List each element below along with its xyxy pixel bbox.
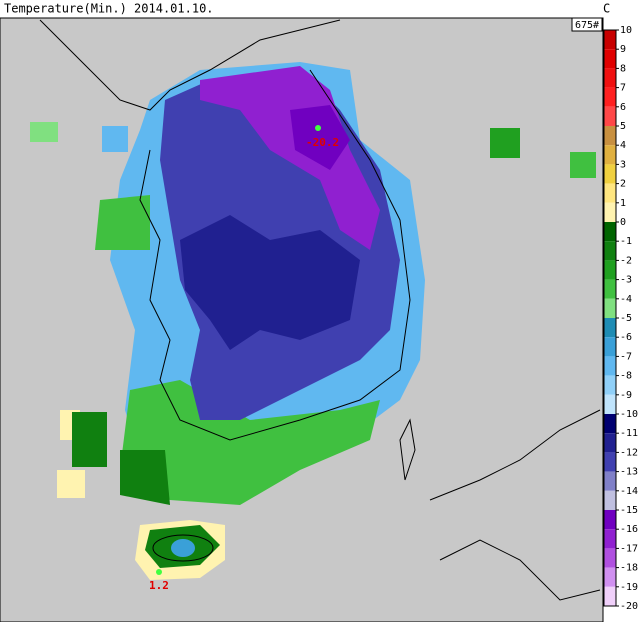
colorbar-label: 5 bbox=[620, 121, 626, 132]
station-marker bbox=[156, 569, 162, 575]
colorbar-segment bbox=[604, 375, 616, 395]
annotation: -20.2 bbox=[306, 136, 339, 149]
colorbar-label: -1 bbox=[620, 236, 632, 247]
colorbar-label: -8 bbox=[620, 371, 632, 382]
colorbar-label: -9 bbox=[620, 390, 632, 401]
colorbar-segment bbox=[604, 394, 616, 414]
colorbar-segment bbox=[604, 318, 616, 338]
colorbar-segment bbox=[604, 68, 616, 88]
colorbar-label: -11 bbox=[620, 428, 638, 439]
title: Temperature(Min.) 2014.01.10. bbox=[4, 2, 214, 16]
colorbar-segment bbox=[604, 433, 616, 453]
colorbar-label: -10 bbox=[620, 409, 638, 420]
colorbar-label: -20 bbox=[620, 601, 638, 612]
station-count: 675# bbox=[575, 20, 599, 31]
colorbar-segment bbox=[604, 298, 616, 318]
colorbar: 109876543210-1-2-3-4-5-6-7-8-9-10-11-12-… bbox=[603, 25, 638, 612]
colorbar-label: -7 bbox=[620, 351, 632, 362]
colorbar-segment bbox=[604, 202, 616, 222]
annotation: 1.2 bbox=[149, 579, 169, 592]
colorbar-label: 7 bbox=[620, 83, 626, 94]
colorbar-label: 6 bbox=[620, 102, 626, 113]
colorbar-segment bbox=[604, 260, 616, 280]
colorbar-segment bbox=[604, 548, 616, 568]
colorbar-label: -15 bbox=[620, 505, 638, 516]
colorbar-label: 1 bbox=[620, 198, 626, 209]
colorbar-segment bbox=[604, 30, 616, 50]
colorbar-segment bbox=[604, 106, 616, 126]
colorbar-segment bbox=[604, 126, 616, 146]
station-marker bbox=[315, 125, 321, 131]
colorbar-segment bbox=[604, 452, 616, 472]
colorbar-label: -12 bbox=[620, 447, 638, 458]
colorbar-label: 2 bbox=[620, 179, 626, 190]
colorbar-segment bbox=[604, 337, 616, 357]
colorbar-segment bbox=[604, 241, 616, 261]
colorbar-segment bbox=[604, 356, 616, 376]
colorbar-segment bbox=[604, 586, 616, 606]
colorbar-label: -19 bbox=[620, 582, 638, 593]
colorbar-segment bbox=[604, 183, 616, 203]
colorbar-segment bbox=[604, 279, 616, 299]
colorbar-segment bbox=[604, 567, 616, 587]
unit: C bbox=[603, 2, 610, 16]
colorbar-label: 4 bbox=[620, 140, 626, 151]
colorbar-label: 3 bbox=[620, 159, 626, 170]
colorbar-label: 8 bbox=[620, 63, 626, 74]
colorbar-label: -13 bbox=[620, 467, 638, 478]
colorbar-segment bbox=[604, 510, 616, 530]
colorbar-segment bbox=[604, 49, 616, 69]
colorbar-label: -14 bbox=[620, 486, 638, 497]
colorbar-segment bbox=[604, 222, 616, 242]
colorbar-label: -4 bbox=[620, 294, 632, 305]
colorbar-segment bbox=[604, 529, 616, 549]
colorbar-label: -2 bbox=[620, 255, 632, 266]
colorbar-label: 10 bbox=[620, 25, 632, 36]
colorbar-label: -6 bbox=[620, 332, 632, 343]
colorbar-label: 9 bbox=[620, 44, 626, 55]
colorbar-label: -18 bbox=[620, 563, 638, 574]
colorbar-segment bbox=[604, 414, 616, 434]
colorbar-segment bbox=[604, 87, 616, 107]
colorbar-segment bbox=[604, 145, 616, 165]
colorbar-label: -16 bbox=[620, 524, 638, 535]
colorbar-segment bbox=[604, 164, 616, 184]
colorbar-label: -5 bbox=[620, 313, 632, 324]
count-box bbox=[571, 17, 603, 32]
coastlines bbox=[39, 19, 601, 601]
colorbar-label: 0 bbox=[620, 217, 626, 228]
colorbar-label: -17 bbox=[620, 543, 638, 554]
temperature-field bbox=[30, 62, 596, 580]
colorbar-segment bbox=[604, 490, 616, 510]
colorbar-label: -3 bbox=[620, 275, 632, 286]
colorbar-segment bbox=[604, 471, 616, 491]
